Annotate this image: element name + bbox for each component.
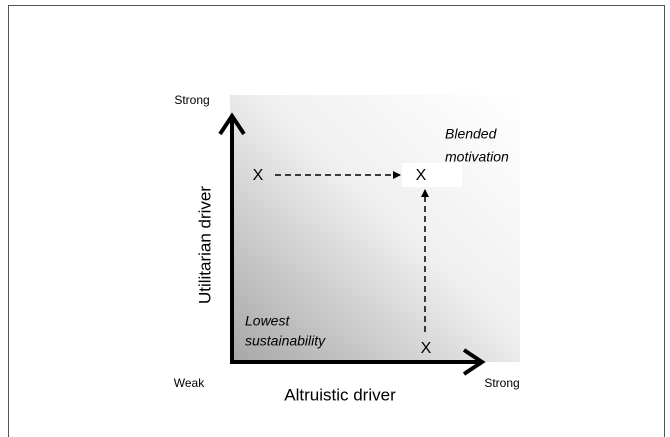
region-label: Blended — [445, 126, 498, 142]
frame — [8, 5, 665, 437]
y-strong: Strong — [174, 93, 209, 107]
x-strong: Strong — [484, 376, 519, 390]
gradient-field — [230, 95, 520, 362]
point: X — [421, 340, 432, 357]
region-label: motivation — [445, 149, 509, 165]
point: X — [253, 167, 264, 184]
y-arrowhead — [218, 112, 246, 136]
region-label: Lowest — [245, 313, 290, 329]
x-arrowhead — [462, 348, 486, 376]
origin-weak: Weak — [174, 376, 205, 390]
point: X — [416, 167, 427, 184]
y-label: Utilitarian driver — [195, 186, 214, 304]
x-label: Altruistic driver — [284, 385, 396, 404]
region-label: sustainability — [245, 333, 326, 349]
label-bg — [402, 163, 462, 187]
